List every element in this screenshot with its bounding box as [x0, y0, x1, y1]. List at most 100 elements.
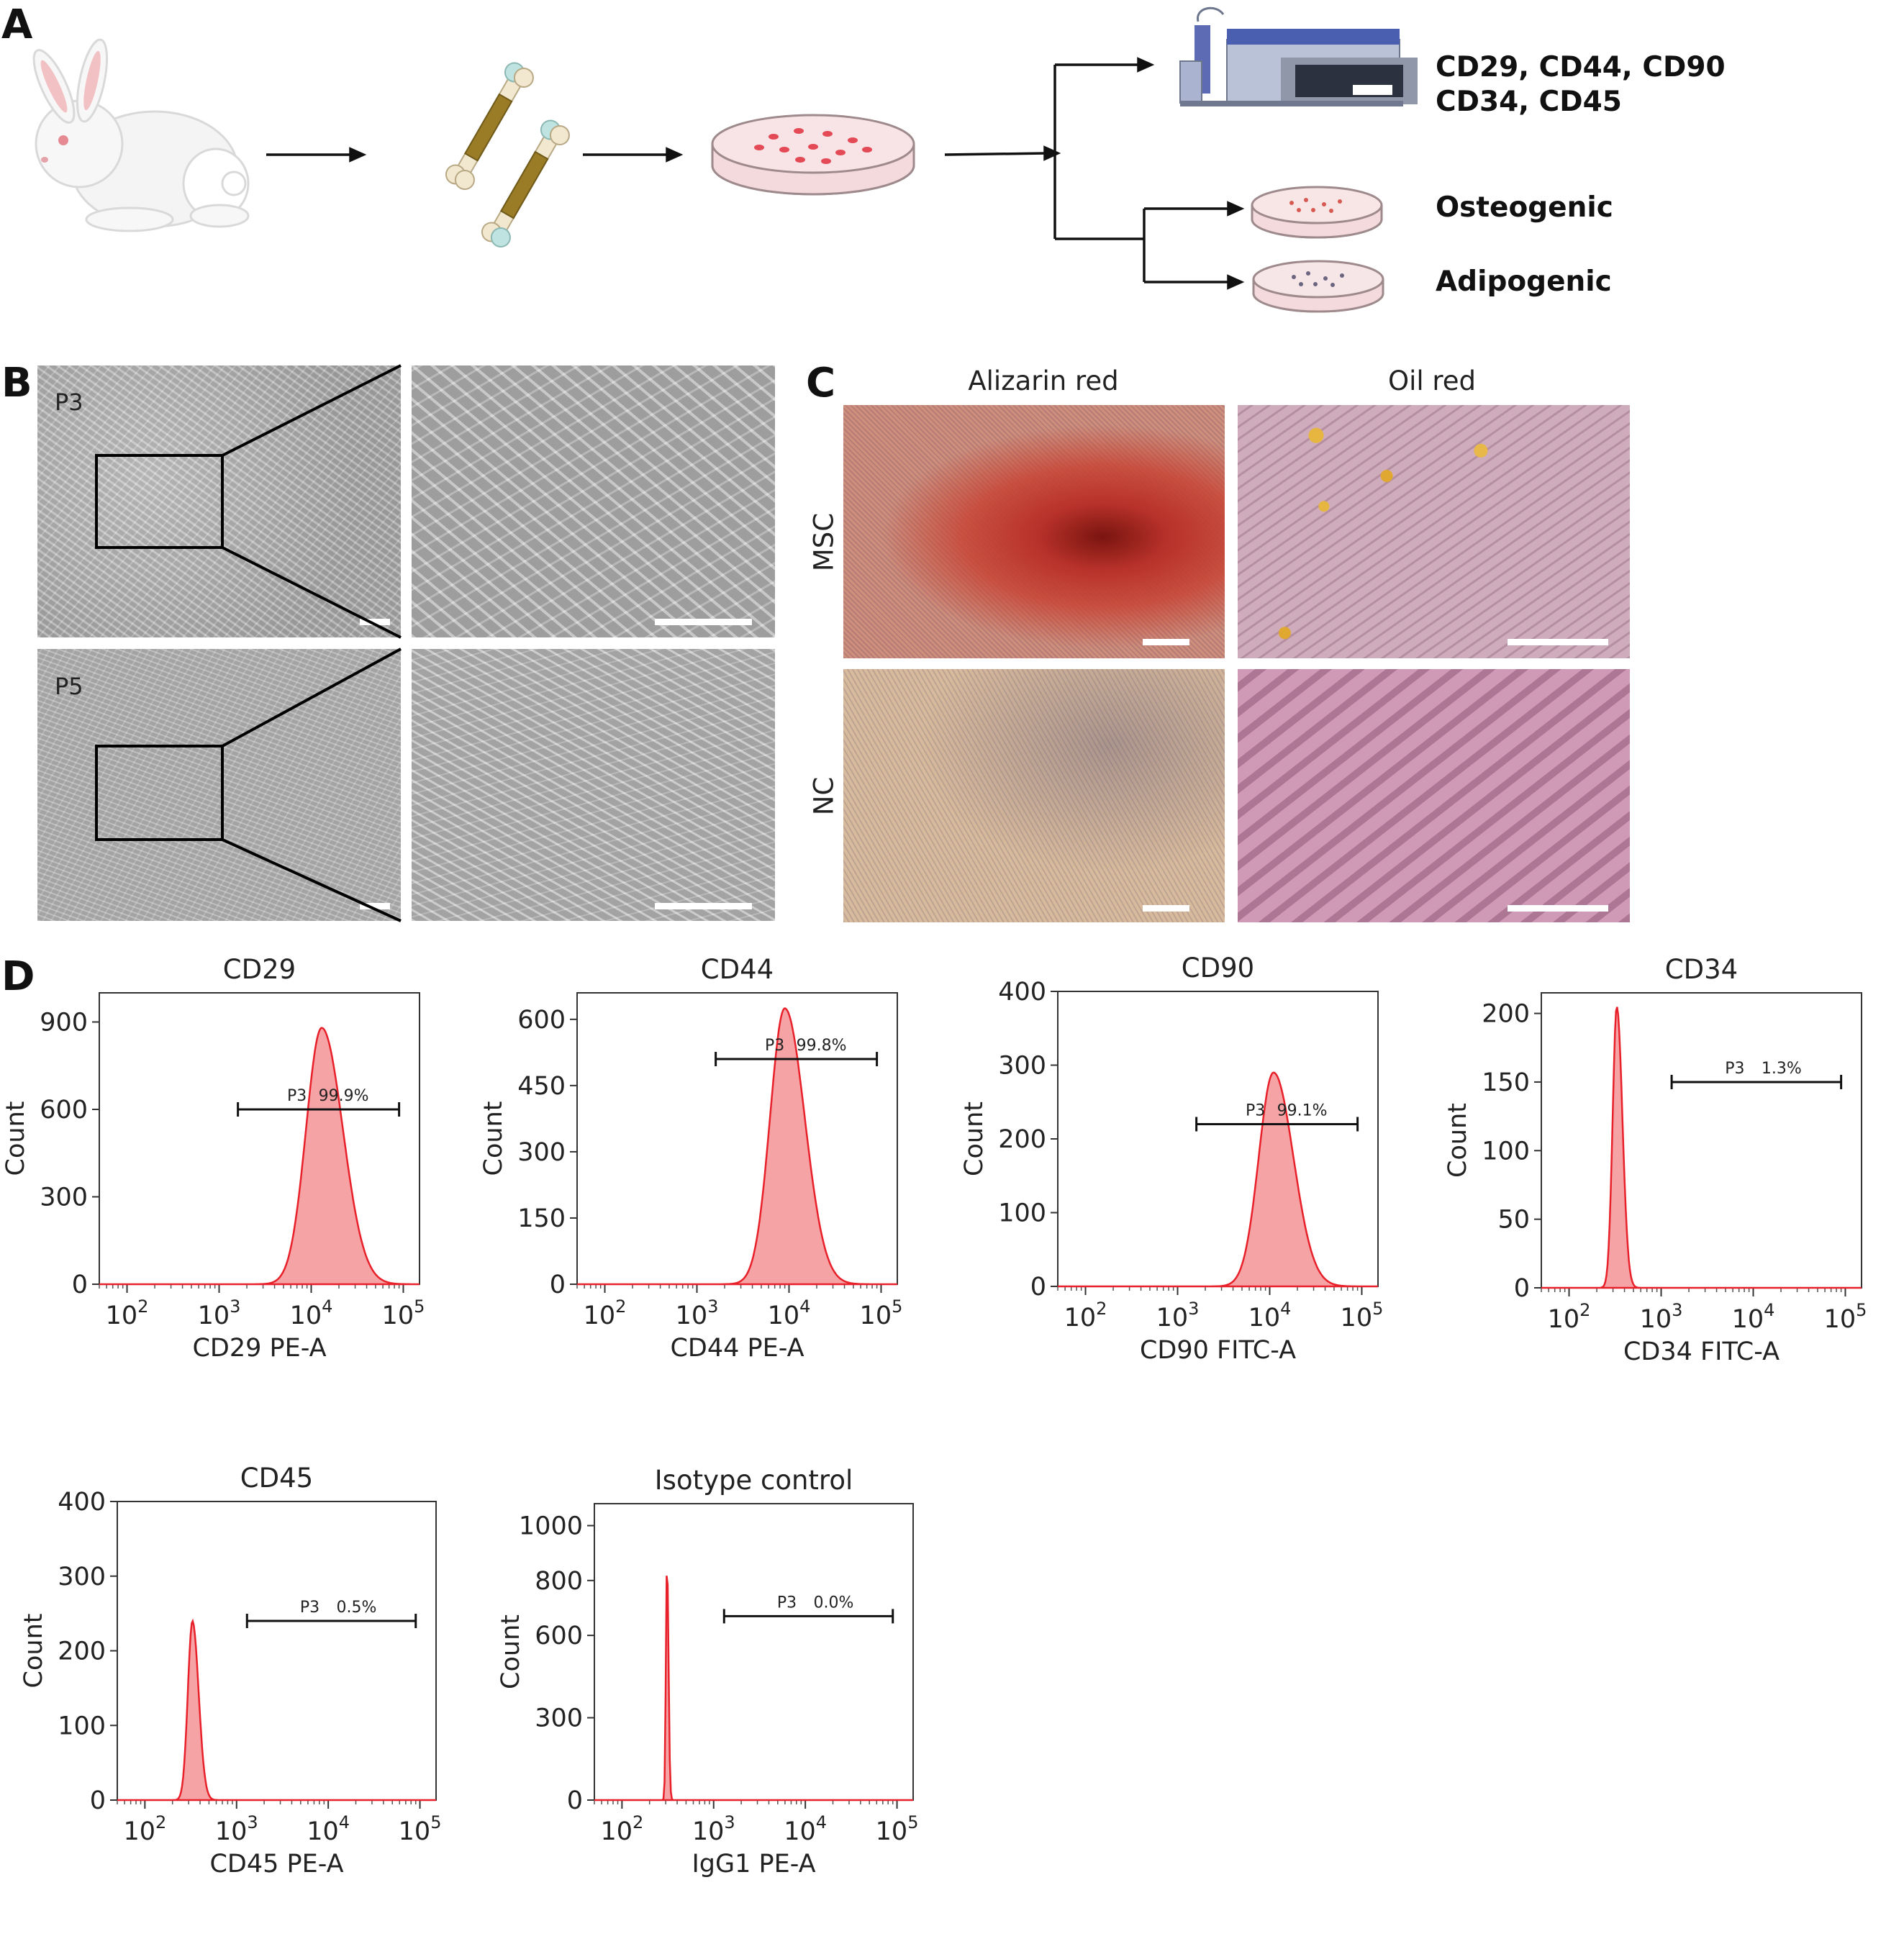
- x-tick-label: 102: [123, 1812, 166, 1846]
- gate-name: P3: [765, 1037, 784, 1055]
- culture-dish-illustration: [711, 114, 915, 196]
- x-tick-label: 103: [1156, 1299, 1200, 1332]
- alizarin-red-title: Alizarin red: [968, 365, 1119, 396]
- rabbit-illustration: [32, 38, 250, 232]
- x-axis-label: CD45 PE-A: [209, 1850, 343, 1878]
- adipogenic-dish-illustration: [1252, 260, 1384, 313]
- x-tick-label: 105: [1341, 1299, 1384, 1332]
- panel-d-letter: D: [1, 953, 35, 1000]
- y-tick-label: 450: [517, 1072, 566, 1101]
- x-tick-label: 104: [768, 1296, 811, 1330]
- gate-percent: 1.3%: [1762, 1060, 1802, 1078]
- x-tick-label: 105: [1824, 1300, 1867, 1334]
- x-axis-label: CD44 PE-A: [670, 1334, 804, 1363]
- msc-row-label: MSC: [808, 512, 840, 572]
- histogram-area: [594, 1576, 913, 1802]
- femur-bones-illustration: [445, 62, 570, 248]
- y-tick-label: 400: [998, 978, 1046, 1007]
- y-tick-label: 200: [998, 1125, 1046, 1154]
- y-tick-label: 200: [1482, 1000, 1530, 1029]
- x-tick-label: 104: [1248, 1299, 1292, 1332]
- p5-zoom-micrograph: [412, 649, 775, 921]
- x-axis-label: CD29 PE-A: [192, 1334, 326, 1363]
- chart-title: Isotype control: [655, 1465, 853, 1496]
- chart-title: CD34: [1665, 954, 1738, 985]
- nc-alizarin-image: [843, 669, 1225, 922]
- y-tick-label: 900: [40, 1009, 88, 1037]
- y-axis-label: Count: [497, 1614, 525, 1689]
- x-tick-label: 103: [676, 1296, 719, 1330]
- gate-percent: 99.9%: [319, 1087, 369, 1105]
- x-tick-label: 104: [290, 1296, 333, 1330]
- gate-name: P3: [777, 1594, 797, 1612]
- x-tick-label: 102: [1548, 1300, 1591, 1334]
- chart-title: CD29: [223, 954, 296, 985]
- scale-bar: [360, 903, 390, 909]
- x-tick-label: 104: [1732, 1300, 1775, 1334]
- histogram-area: [577, 1007, 897, 1286]
- y-tick-label: 600: [40, 1096, 88, 1125]
- histogram-chart: Isotype control 0 300 600 800 1000 Count 102 103…: [497, 1465, 918, 1878]
- y-tick-label: 0: [1030, 1273, 1046, 1301]
- x-tick-label: 105: [876, 1812, 919, 1846]
- chart-title: CD45: [240, 1463, 313, 1494]
- zoom-inset-lines: [95, 364, 402, 922]
- scale-bar: [1508, 639, 1608, 645]
- msc-oil-red-image: [1238, 405, 1630, 658]
- y-tick-label: 50: [1497, 1206, 1530, 1235]
- y-tick-label: 200: [58, 1637, 106, 1666]
- nc-row-label: NC: [808, 776, 840, 816]
- histogram-area: [99, 1027, 420, 1286]
- chart-title: CD90: [1182, 953, 1254, 983]
- y-tick-label: 150: [1482, 1068, 1530, 1097]
- y-tick-label: 100: [58, 1712, 106, 1740]
- oil-red-title: Oil red: [1387, 365, 1477, 396]
- panel-b-letter: B: [1, 360, 32, 406]
- flow-histograms: CD29 0 300 600 900 Count 102 103 104 105 CD29 PE-A…: [1, 953, 1867, 1878]
- y-axis-label: Count: [1, 1101, 30, 1176]
- y-tick-label: 600: [517, 1006, 566, 1035]
- histogram-area: [1541, 1007, 1862, 1289]
- y-tick-label: 600: [535, 1622, 583, 1650]
- flow-cytometer-illustration: [1179, 6, 1418, 106]
- y-tick-label: 300: [998, 1052, 1046, 1081]
- y-tick-label: 800: [535, 1567, 583, 1596]
- x-tick-label: 102: [1064, 1299, 1107, 1332]
- panel-a-letter: A: [1, 1, 33, 48]
- y-tick-label: 300: [40, 1184, 88, 1212]
- x-tick-label: 105: [399, 1812, 442, 1846]
- x-tick-label: 102: [600, 1812, 643, 1846]
- chart-title: CD44: [701, 954, 774, 985]
- scale-bar: [1143, 905, 1189, 912]
- gate-percent: 99.8%: [797, 1037, 847, 1055]
- gate-name: P3: [300, 1599, 319, 1617]
- x-tick-label: 103: [198, 1296, 241, 1330]
- p3-label: P3: [55, 389, 83, 416]
- scale-bar: [1143, 639, 1189, 645]
- plot-frame: [1057, 991, 1379, 1287]
- histogram-chart: CD29 0 300 600 900 Count 102 103 104 105 CD29 PE-A…: [1, 954, 425, 1363]
- gate-percent: 99.1%: [1277, 1102, 1328, 1120]
- plot-frame: [99, 992, 420, 1285]
- y-tick-label: 1000: [519, 1512, 583, 1541]
- histogram-chart: CD45 0 100 200 300 400 Count 102 103 104 105 CD45 P…: [19, 1463, 441, 1878]
- x-tick-label: 105: [382, 1296, 425, 1330]
- x-tick-label: 104: [784, 1812, 827, 1846]
- x-tick-label: 102: [106, 1296, 149, 1330]
- y-tick-label: 100: [998, 1199, 1046, 1228]
- y-tick-label: 300: [535, 1704, 583, 1733]
- plot-frame: [117, 1501, 437, 1801]
- histogram-area: [117, 1618, 436, 1802]
- msc-alizarin-image: [843, 405, 1225, 658]
- gate-name: P3: [287, 1087, 307, 1105]
- gate-percent: 0.5%: [337, 1599, 377, 1617]
- x-tick-label: 102: [584, 1296, 627, 1330]
- y-axis-label: Count: [19, 1614, 48, 1689]
- y-axis-label: Count: [479, 1101, 508, 1176]
- p3-overview-micrograph: [37, 365, 401, 637]
- scale-bar: [1508, 905, 1608, 912]
- x-tick-label: 105: [860, 1296, 903, 1330]
- x-axis-label: IgG1 PE-A: [692, 1850, 815, 1878]
- y-tick-label: 0: [567, 1786, 583, 1815]
- histogram-chart: CD90 0 100 200 300 400 Count 102 103 104 105 CD90 F…: [960, 953, 1383, 1365]
